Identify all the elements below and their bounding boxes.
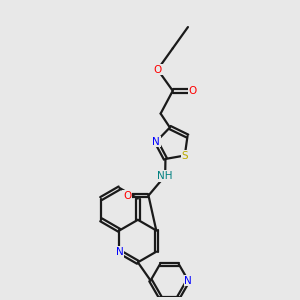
Text: O: O bbox=[154, 64, 162, 75]
Text: S: S bbox=[182, 151, 188, 160]
Text: N: N bbox=[116, 247, 123, 257]
Text: O: O bbox=[188, 86, 196, 96]
Text: N: N bbox=[184, 275, 192, 286]
Text: O: O bbox=[123, 190, 131, 200]
Text: N: N bbox=[152, 136, 160, 147]
Text: NH: NH bbox=[158, 171, 173, 181]
